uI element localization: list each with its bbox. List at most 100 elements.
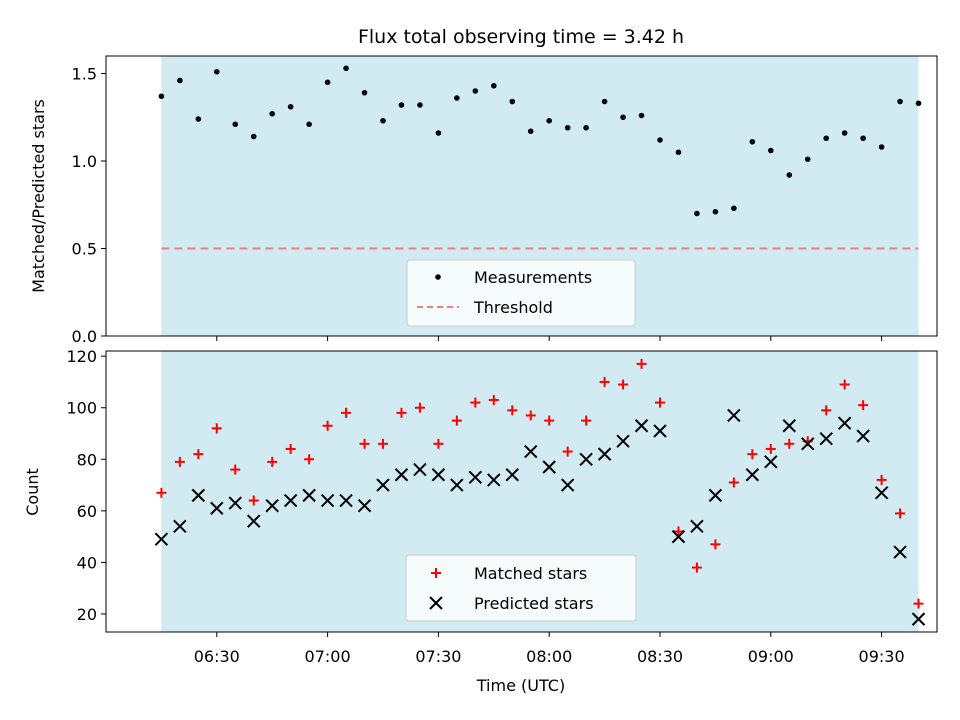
y-tick-label: 40 <box>77 553 97 572</box>
matched-stars-point <box>193 449 204 460</box>
measurement-point <box>694 210 700 217</box>
predicted-stars-point <box>745 468 760 482</box>
predicted-stars-point <box>468 470 483 485</box>
measurement-point <box>177 77 183 84</box>
y-tick-label: 1.5 <box>72 65 97 84</box>
measurement-point <box>269 110 276 117</box>
matched-stars-point <box>562 446 573 457</box>
matched-stars-point <box>618 379 629 390</box>
measurement-point <box>583 124 589 131</box>
predicted-stars-point <box>856 429 870 443</box>
measurement-point <box>214 68 220 75</box>
measurement-point <box>731 205 737 212</box>
x-tick-label: 09:30 <box>859 647 905 666</box>
predicted-stars-point <box>634 419 649 433</box>
predicted-stars-point <box>505 468 519 482</box>
matched-stars-point <box>525 410 536 421</box>
predicted-stars-legend-label: Predicted stars <box>474 594 594 613</box>
matched-stars-point <box>378 438 388 449</box>
x-tick-label: 06:30 <box>194 647 240 666</box>
measurement-point <box>454 95 460 101</box>
predicted-stars-point <box>191 488 206 503</box>
predicted-stars-point <box>210 501 224 515</box>
measurement-point <box>915 100 922 107</box>
measurements-legend-marker <box>435 274 441 280</box>
x-tick-label: 08:00 <box>526 647 572 666</box>
y-tick-label: 20 <box>77 605 97 624</box>
predicted-stars-point <box>819 431 833 446</box>
ratio-panel-frame <box>105 55 938 337</box>
measurement-point <box>620 114 626 121</box>
measurement-point <box>527 128 534 135</box>
measurement-point <box>435 130 442 136</box>
predicted-stars-point <box>616 434 630 448</box>
measurement-point <box>306 121 312 128</box>
measurement-point <box>601 98 608 105</box>
measurement-point <box>324 79 331 86</box>
matched-stars-point <box>341 407 352 418</box>
predicted-stars-point <box>524 444 538 459</box>
measurement-point <box>712 208 719 215</box>
x-tick-label: 07:30 <box>415 647 461 666</box>
measurement-point <box>878 144 885 150</box>
matched-stars-point <box>728 477 739 488</box>
predicted-stars-point <box>579 452 593 466</box>
measurement-point <box>398 102 405 108</box>
matched-stars-point <box>156 487 167 498</box>
count-legend: Matched stars Predicted stars <box>405 554 637 622</box>
x-tick-label: 08:30 <box>637 647 683 666</box>
predicted-stars-point <box>782 419 796 433</box>
predicted-stars-point <box>708 488 723 503</box>
matched-stars-point <box>636 358 647 369</box>
predicted-stars-point <box>339 493 353 508</box>
matched-stars-point <box>322 420 333 431</box>
predicted-stars-point <box>228 496 242 510</box>
predicted-stars-point <box>487 473 501 487</box>
measurement-point <box>675 149 682 156</box>
ratio-legend-box <box>406 259 636 327</box>
predicted-stars-point <box>173 519 187 534</box>
matched-stars-point <box>858 400 869 411</box>
matched-stars-point <box>747 449 758 460</box>
matched-stars-legend-label: Matched stars <box>474 564 587 583</box>
count-panel: 20 40 60 80 100 120 06:30 07:00 07:30 08:00 08:30… <box>23 347 938 695</box>
predicted-stars-point <box>431 468 446 482</box>
measurement-point <box>491 82 497 89</box>
predicted-stars-point <box>560 478 575 492</box>
y-tick-label: 1.0 <box>72 152 97 171</box>
ratio-y-axis-label: Matched/Predicted stars <box>29 99 48 293</box>
matched-stars-point <box>673 526 684 537</box>
measurement-point <box>287 103 294 110</box>
predicted-stars-point <box>911 612 926 626</box>
x-tick-label: 07:00 <box>305 647 351 666</box>
matched-stars-point <box>876 474 887 485</box>
matched-stars-point <box>544 415 555 426</box>
matched-stars-point <box>433 438 444 449</box>
matched-stars-point <box>784 438 795 449</box>
measurements-legend-label: Measurements <box>474 268 592 287</box>
measurement-point <box>417 102 423 108</box>
y-tick-label: 60 <box>77 502 97 521</box>
measurement-point <box>546 117 552 124</box>
predicted-stars-point <box>893 545 907 559</box>
ratio-panel: Flux total observing time = 3.42 h 0.0 0.… <box>29 26 938 346</box>
matched-stars-point <box>414 402 425 413</box>
matched-stars-point <box>581 415 592 426</box>
measurement-point <box>343 65 349 72</box>
matched-stars-point <box>451 415 462 426</box>
predicted-stars-legend-marker <box>429 596 443 610</box>
matched-stars-point <box>211 423 222 434</box>
predicted-stars-point <box>357 498 372 513</box>
measurement-point <box>786 172 793 178</box>
ratio-legend: Measurements Threshold <box>406 259 636 327</box>
predicted-stars-point <box>283 493 298 508</box>
chart-title: Flux total observing time = 3.42 h <box>358 26 684 48</box>
measurement-point <box>823 135 829 142</box>
count-y-axis-label: Count <box>23 468 42 516</box>
matched-stars-point <box>691 562 702 573</box>
matched-stars-point <box>710 539 721 550</box>
matched-stars-point <box>285 443 296 454</box>
predicted-stars-point <box>727 408 741 423</box>
measurement-point <box>195 116 202 122</box>
